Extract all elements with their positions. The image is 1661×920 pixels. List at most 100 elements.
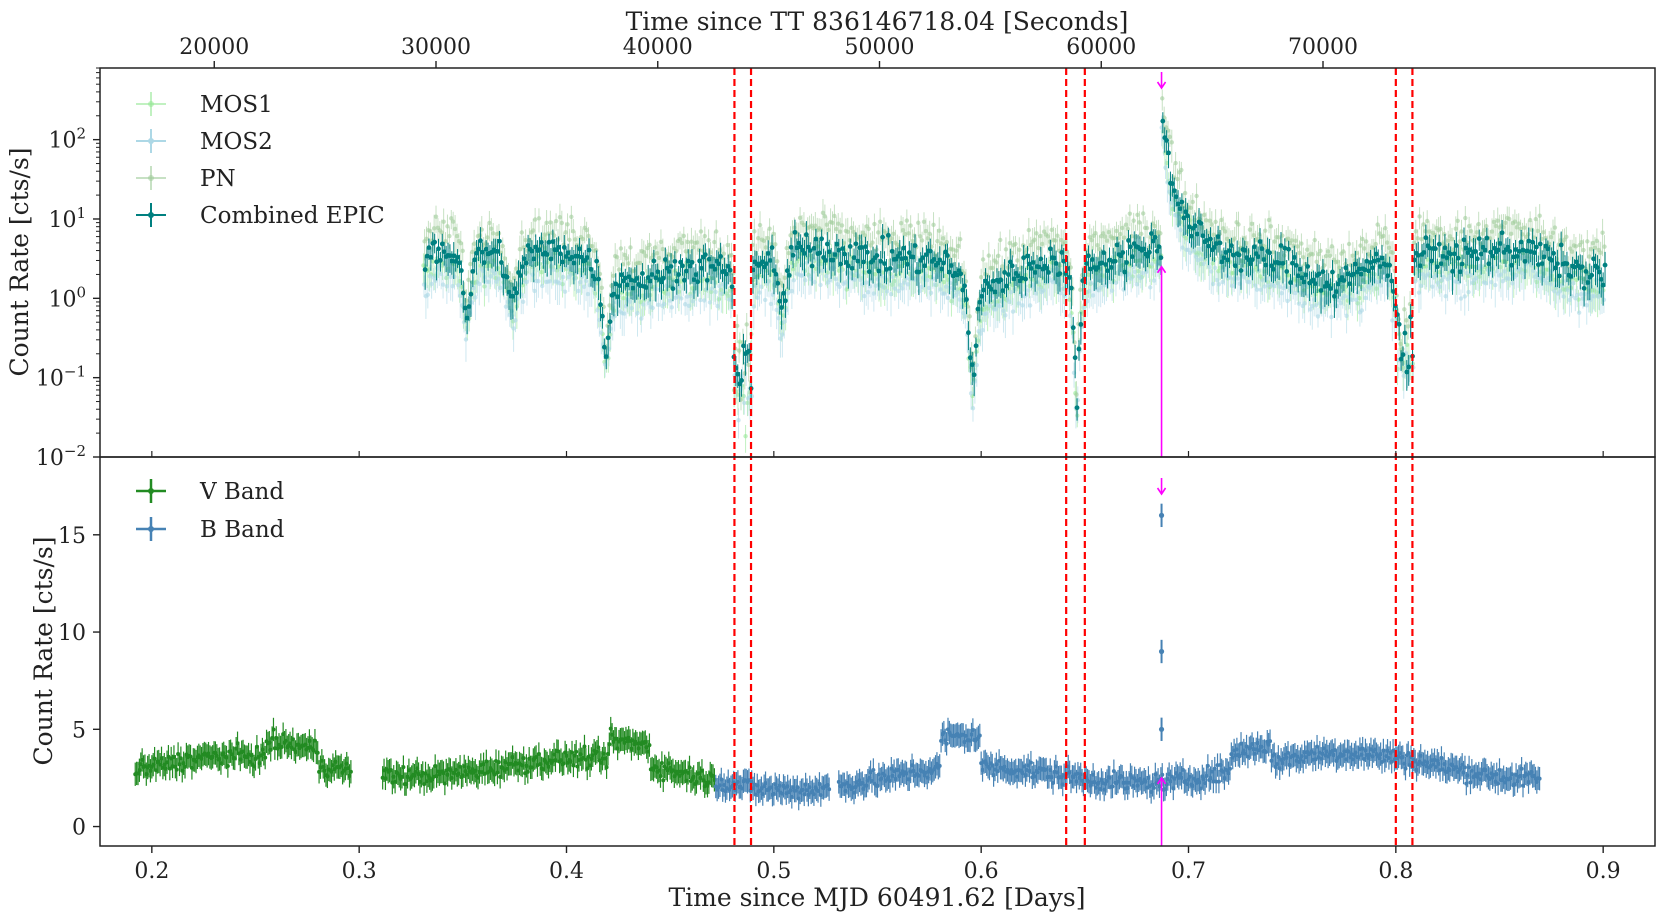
- data-point: [450, 219, 456, 224]
- data-point: [1285, 236, 1291, 241]
- data-point: [504, 274, 510, 280]
- data-point: [1421, 222, 1426, 227]
- data-point: [1518, 226, 1523, 231]
- data-point: [721, 251, 727, 256]
- data-point: [518, 273, 523, 278]
- data-point: [993, 307, 999, 312]
- data-point: [665, 291, 671, 297]
- data-point: [912, 243, 918, 248]
- data-point: [707, 300, 713, 305]
- data-point: [659, 279, 664, 285]
- data-point: [1276, 260, 1282, 266]
- data-point: [1341, 249, 1346, 254]
- data-point: [666, 269, 672, 274]
- data-point: [1565, 287, 1570, 293]
- data-point: [1508, 231, 1514, 237]
- data-point: [885, 289, 890, 294]
- data-point: [891, 231, 896, 236]
- data-point: [1331, 293, 1337, 299]
- data-point: [546, 231, 551, 236]
- data-point: [601, 344, 607, 350]
- data-point: [1276, 235, 1281, 240]
- data-point: [702, 252, 708, 258]
- data-point: [1364, 239, 1369, 244]
- data-point: [1105, 268, 1110, 274]
- data-point: [1592, 294, 1597, 299]
- data-point: [1147, 249, 1152, 255]
- data-point: [1402, 330, 1408, 336]
- data-point: [607, 303, 612, 308]
- data-point: [436, 246, 441, 252]
- data-point: [1208, 236, 1213, 242]
- data-point: [898, 282, 903, 288]
- data-point: [813, 223, 818, 228]
- data-point: [969, 362, 975, 368]
- data-point: [1026, 288, 1031, 293]
- data-point: [1350, 253, 1356, 258]
- data-point: [1314, 259, 1319, 265]
- data-point: [454, 233, 460, 239]
- data-point: [1362, 246, 1367, 251]
- data-point: [1571, 280, 1576, 286]
- data-point: [1351, 271, 1356, 277]
- data-point: [766, 279, 772, 284]
- data-point: [858, 277, 863, 283]
- data-point: [968, 391, 974, 396]
- data-point: [714, 229, 719, 234]
- data-point: [1516, 221, 1521, 226]
- data-point: [980, 257, 986, 262]
- data-point: [1132, 269, 1138, 275]
- data-point: [853, 232, 858, 238]
- data-point: [524, 279, 530, 285]
- data-point: [1249, 221, 1255, 227]
- data-point: [529, 248, 535, 254]
- data-point: [1086, 253, 1091, 259]
- data-point: [1550, 230, 1556, 236]
- data-point: [892, 286, 898, 291]
- data-point: [558, 251, 563, 257]
- data-point: [1602, 262, 1608, 268]
- data-point: [1277, 284, 1283, 290]
- data-point: [776, 315, 781, 321]
- data-point: [1495, 218, 1500, 223]
- data-point: [900, 228, 906, 233]
- data-point: [1322, 284, 1328, 289]
- data-point: [876, 268, 882, 274]
- data-point: [670, 286, 676, 292]
- data-point: [453, 258, 459, 264]
- data-point: [837, 229, 843, 234]
- data-point: [1358, 271, 1364, 277]
- data-point: [1436, 241, 1442, 247]
- data-point: [1097, 247, 1102, 252]
- data-point: [654, 286, 659, 292]
- data-point: [463, 337, 469, 342]
- data-point: [688, 293, 694, 299]
- data-point: [1457, 239, 1462, 244]
- data-point: [647, 278, 653, 284]
- data-point: [474, 250, 480, 256]
- data-point: [1514, 225, 1519, 230]
- data-point: [1093, 231, 1098, 236]
- data-point: [1016, 301, 1021, 306]
- data-point: [1503, 220, 1508, 225]
- data-point: [651, 258, 657, 264]
- data-point: [937, 228, 942, 233]
- data-point: [796, 240, 802, 246]
- data-point: [689, 259, 695, 265]
- data-point: [1500, 278, 1506, 284]
- data-point: [1556, 273, 1562, 279]
- data-point: [431, 275, 436, 280]
- data-point: [1227, 248, 1232, 254]
- data-point: [448, 274, 453, 280]
- data-point: [1433, 246, 1438, 252]
- data-point: [1564, 234, 1569, 240]
- data-point: [990, 265, 995, 271]
- data-point: [1302, 301, 1307, 306]
- data-point: [1417, 214, 1422, 219]
- data-point: [824, 273, 829, 279]
- data-point: [1558, 242, 1564, 248]
- data-point: [422, 267, 428, 273]
- data-point: [1020, 243, 1026, 248]
- data-point: [1285, 298, 1290, 304]
- data-point: [744, 322, 749, 327]
